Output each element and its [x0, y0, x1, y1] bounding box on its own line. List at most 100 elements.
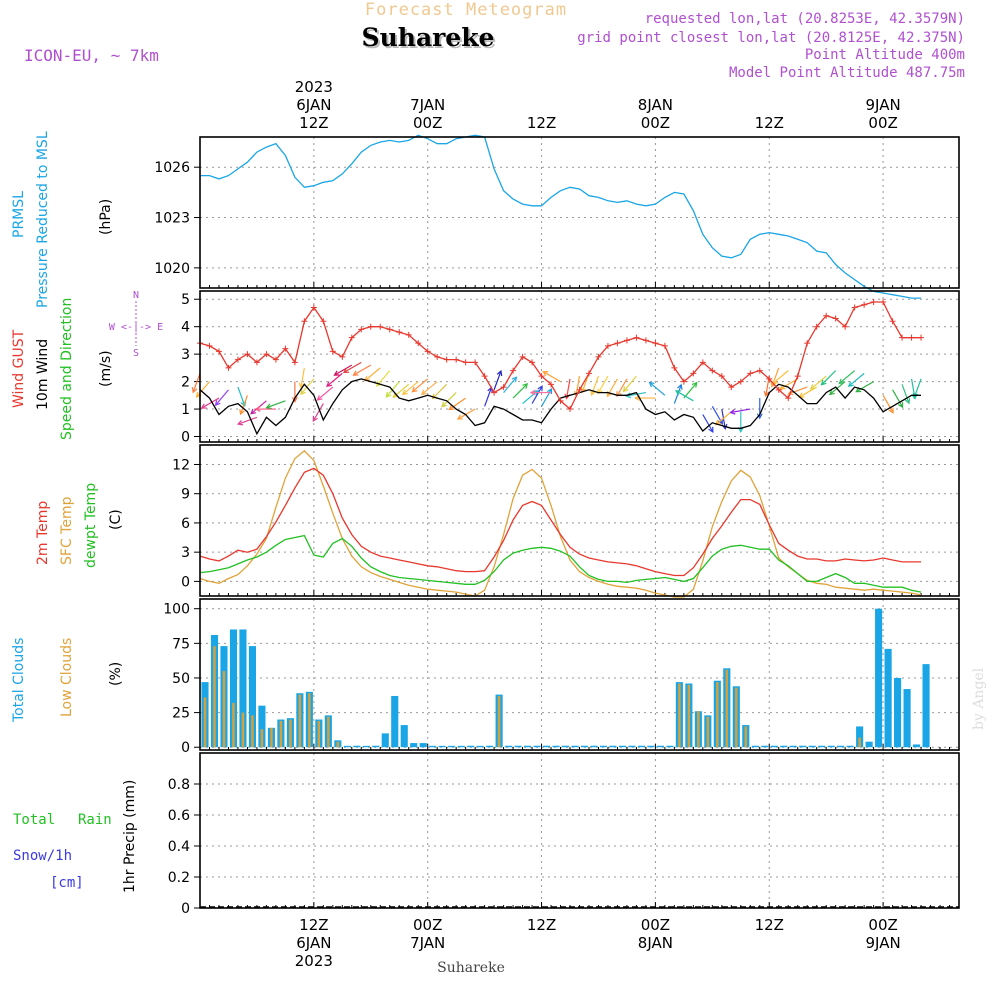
total-cloud-bar: [258, 705, 266, 748]
wind-arrow-head: [532, 389, 539, 396]
total-cloud-bar: [229, 629, 238, 748]
wind-arrow: [531, 385, 543, 404]
total-cloud-bar: [400, 725, 408, 748]
low-cloud-bar: [697, 711, 700, 748]
gust-marker: [405, 331, 412, 338]
top-tick-label: 00Z: [413, 114, 442, 132]
total-cloud-bar: [381, 733, 389, 748]
low-cloud-bar: [716, 682, 719, 748]
wind-arrow: [334, 364, 353, 376]
gust-marker: [453, 356, 460, 363]
low-cloud-bar: [735, 687, 738, 748]
wind-arrow: [848, 372, 865, 387]
low-cloud-bar: [678, 683, 681, 748]
wind-arrow: [788, 386, 808, 395]
total-cloud-bar: [922, 664, 930, 748]
total-cloud-bar: [391, 695, 399, 748]
direction-label: Speed and Direction: [59, 298, 75, 440]
watermark: by Angel: [971, 667, 987, 730]
gust-marker: [529, 359, 536, 366]
low-cloud-bar: [317, 720, 321, 748]
gust-marker: [272, 356, 279, 363]
wind-arrow-head: [316, 395, 323, 401]
gust-marker: [652, 340, 659, 347]
gust-marker: [595, 353, 602, 360]
wind-arrow-head: [312, 415, 318, 422]
gust-marker: [548, 381, 555, 388]
top-tick-label: 9JAN: [866, 96, 901, 114]
total-cloud-bar: [903, 689, 911, 748]
wind-arrow: [266, 400, 286, 409]
low-cloud-bar: [308, 693, 311, 748]
precip-unit: 1hr Precip (mm): [122, 780, 138, 893]
y-tick-label: 0: [181, 574, 190, 590]
pressure-panel: 1020 1023 1026: [154, 134, 960, 299]
wind-arrow-head: [392, 392, 399, 399]
precip-panel: 0 0.2 0.4 0.6 0.8: [168, 752, 960, 917]
gust-marker: [519, 353, 526, 360]
wind-arrow: [448, 397, 466, 411]
bottom-tick-label: 12Z: [527, 916, 556, 934]
wind-arrow-head: [809, 384, 816, 390]
wind-arrow: [215, 389, 229, 406]
compass-north: N: [133, 290, 139, 301]
wind-arrow: [240, 395, 249, 415]
wind-arrow: [432, 383, 448, 399]
dewpt-label: dewpt Temp: [83, 483, 99, 568]
low-cloud-bar: [241, 712, 245, 748]
total-cloud-bar: [467, 745, 475, 748]
wind-arrow-head: [411, 386, 418, 393]
gust-line: [199, 301, 921, 411]
low-cloud-bar: [336, 741, 340, 748]
gust-marker: [472, 359, 479, 366]
low-cloud-bar: [744, 726, 748, 748]
gust-marker: [310, 304, 317, 311]
wind-arrow-head: [904, 398, 911, 405]
y-tick-label: 50: [172, 671, 190, 687]
gust-marker: [500, 384, 507, 391]
wind-arrow: [493, 370, 502, 391]
gust-marker: [329, 348, 336, 355]
wind-arrow-head: [342, 367, 349, 374]
point-altitude: Point Altitude 400m: [805, 47, 965, 63]
top-tick-label: 00Z: [641, 114, 670, 132]
gust-marker: [880, 298, 887, 305]
gust-marker: [642, 337, 649, 344]
wind-arrow: [192, 373, 201, 393]
y-tick-label: 75: [172, 636, 190, 652]
y-tick-label: 1023: [154, 211, 190, 227]
total-cloud-bar: [894, 677, 902, 748]
wind-arrow-head: [708, 426, 714, 433]
gust-marker: [680, 378, 687, 385]
panel-frame: [199, 752, 960, 909]
rain-label: Rain: [78, 812, 112, 828]
t2m-label: 2m Temp: [35, 501, 51, 565]
bottom-tick-label: 7JAN: [410, 934, 445, 952]
gust-marker: [557, 397, 564, 404]
wind-arrow-head: [333, 370, 340, 376]
gust-marker: [244, 351, 251, 358]
y-tick-label: 0.4: [168, 839, 190, 855]
wind-arrow: [484, 387, 493, 407]
pressure-label-1: PRMSL: [11, 191, 27, 238]
wind-arrow: [616, 378, 628, 397]
gust-label: Wind GUST: [11, 329, 27, 408]
gust-marker: [604, 342, 611, 349]
dewpt-line: [199, 534, 922, 593]
low-cloud-bar: [858, 737, 861, 748]
wind-arrow-head: [511, 376, 518, 383]
top-tick-label: 2023: [295, 78, 333, 96]
wind-arrow-head: [898, 402, 904, 409]
gust-marker: [633, 334, 640, 341]
gust-marker: [481, 373, 488, 380]
wind-arrow-head: [191, 387, 198, 394]
wind-arrow-head: [254, 406, 261, 412]
y-tick-label: 25: [172, 706, 190, 722]
wind-arrow-head: [537, 385, 543, 392]
wind-arrow-head: [298, 382, 305, 389]
wind-arrow: [575, 376, 581, 396]
total-cloud-bar: [476, 745, 484, 748]
wind-arrow: [821, 370, 837, 386]
